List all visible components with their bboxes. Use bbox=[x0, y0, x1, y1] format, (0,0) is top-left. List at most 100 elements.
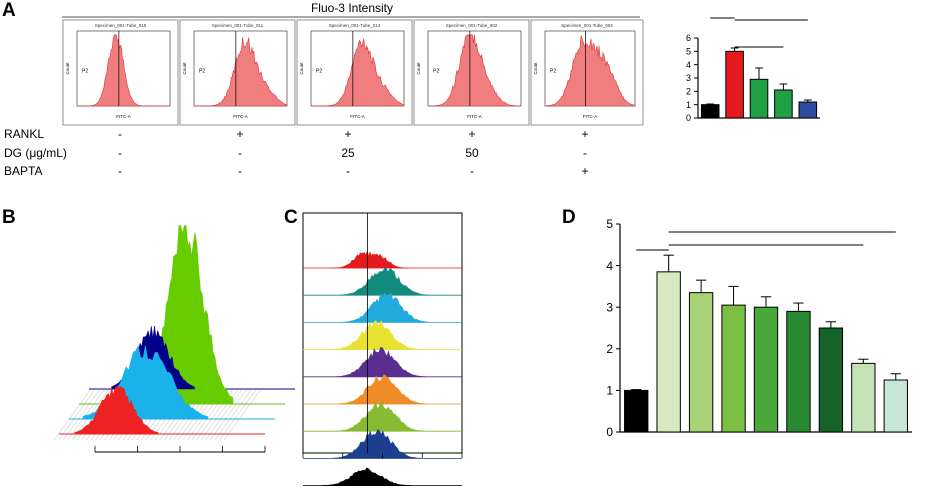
calcium-bar-chart: 0 1 2 3 4 5 6 bbox=[686, 17, 820, 123]
flow-plot: Specimen_001-Tube_014 P2 Count FITC-A bbox=[296, 19, 413, 126]
flow-y-axis-label: Count bbox=[299, 62, 304, 75]
floor-grid-line bbox=[210, 389, 247, 441]
bar bbox=[624, 389, 649, 433]
condition-value: - bbox=[238, 146, 242, 160]
bar bbox=[798, 101, 818, 119]
stack-histogram bbox=[331, 428, 422, 459]
condition-value: - bbox=[118, 127, 122, 141]
flow-histogram bbox=[544, 35, 636, 107]
y-tick-label: 4 bbox=[686, 60, 691, 70]
flow-histogram bbox=[428, 34, 521, 107]
floor-grid-line bbox=[58, 389, 95, 441]
condition-label: DG (μg/mL) bbox=[4, 146, 67, 160]
condition-value: - bbox=[118, 146, 122, 160]
flow-histogram bbox=[311, 38, 405, 107]
condition-value: + bbox=[581, 127, 588, 141]
y-tick-label: 2 bbox=[606, 342, 613, 356]
gate-label: P2 bbox=[82, 68, 88, 74]
bar bbox=[774, 89, 793, 119]
y-tick-label: 6 bbox=[686, 33, 691, 43]
y-tick-label: 5 bbox=[686, 46, 691, 56]
flow-plot-specimen: Specimen_001-Tube_002 bbox=[446, 23, 498, 28]
panel-label-d: D bbox=[562, 207, 576, 228]
y-tick-label: 2 bbox=[686, 86, 691, 96]
y-tick-label: 1 bbox=[686, 100, 691, 110]
stack-histogram bbox=[341, 292, 432, 323]
flow-plot-specimen: Specimen_001-Tube_004 bbox=[561, 23, 613, 28]
panel-a-conditions: RANKL - + + + + DG (μg/mL) - - 25 50 - BAPTA - - - - + bbox=[4, 127, 589, 178]
condition-value: - bbox=[583, 146, 587, 160]
condition-value: 25 bbox=[341, 146, 355, 160]
fluo3-title: Fluo-3 Intensity bbox=[311, 1, 393, 15]
dcf-histogram bbox=[74, 386, 159, 435]
stack-histogram bbox=[337, 374, 428, 405]
floor-grid-line bbox=[53, 389, 91, 441]
flow-plot: Specimen_001-Tube_010 P2 Count FITC-A bbox=[62, 19, 179, 126]
stack-histogram bbox=[321, 467, 412, 486]
floor-grid-line bbox=[205, 389, 243, 441]
y-tick-label: 4 bbox=[606, 259, 613, 273]
panel-label-c: C bbox=[284, 207, 298, 228]
condition-label: RANKL bbox=[4, 127, 44, 141]
floor-grid-line bbox=[223, 389, 261, 441]
flow-x-axis-label: FITC-A bbox=[467, 114, 482, 119]
floor-grid-line bbox=[62, 389, 100, 441]
condition-value: - bbox=[118, 164, 122, 178]
flow-plots: Specimen_001-Tube_010P2CountFITC-ASpecim… bbox=[62, 19, 644, 126]
condition-value: + bbox=[581, 164, 588, 178]
y-tick-label: 0 bbox=[606, 425, 613, 439]
flow-histogram bbox=[77, 34, 170, 107]
stack-histogram bbox=[339, 267, 430, 296]
floor-grid-line bbox=[219, 389, 256, 441]
bar bbox=[749, 78, 769, 119]
y-tick-label: 3 bbox=[606, 300, 613, 314]
y-tick-label: 3 bbox=[686, 73, 691, 83]
gate-label: P2 bbox=[550, 68, 556, 74]
stack-histogram bbox=[335, 401, 426, 432]
condition-value: - bbox=[346, 164, 350, 178]
bar bbox=[725, 50, 744, 119]
flow-y-axis-label: Count bbox=[533, 62, 538, 75]
flow-plot-frame bbox=[179, 19, 296, 126]
condition-value: + bbox=[236, 127, 243, 141]
flow-histogram bbox=[194, 37, 288, 107]
flow-y-axis-label: Count bbox=[65, 62, 70, 75]
flow-plot-specimen: Specimen_001-Tube_011 bbox=[212, 23, 264, 28]
stack-histogram bbox=[329, 250, 408, 269]
condition-value: 50 bbox=[465, 146, 479, 160]
condition-value: + bbox=[344, 127, 351, 141]
y-tick-label: 1 bbox=[606, 384, 613, 398]
gate-label: P2 bbox=[199, 68, 205, 74]
gate-label: P2 bbox=[433, 68, 439, 74]
flow-plot-specimen: Specimen_001-Tube_014 bbox=[329, 23, 381, 28]
bar bbox=[700, 104, 720, 119]
flow-plot-specimen: Specimen_001-Tube_010 bbox=[95, 23, 147, 28]
flow-y-axis-label: Count bbox=[416, 62, 421, 75]
bar bbox=[818, 327, 844, 433]
stack-histogram bbox=[331, 320, 422, 350]
flow-x-axis-label: FITC-A bbox=[233, 114, 248, 119]
bar bbox=[688, 292, 714, 433]
flow-y-axis-label: Count bbox=[182, 62, 187, 75]
dcf-stack-chart bbox=[302, 212, 463, 487]
condition-value: - bbox=[238, 164, 242, 178]
dcf-overlay-chart bbox=[53, 225, 295, 453]
panel-label-a: A bbox=[2, 0, 16, 21]
gate-label: P2 bbox=[316, 68, 322, 74]
flow-plot: Specimen_001-Tube_002 P2 Count FITC-A bbox=[413, 19, 530, 126]
bar bbox=[851, 362, 876, 433]
bar bbox=[753, 306, 779, 433]
y-tick-label: 5 bbox=[606, 217, 613, 231]
condition-label: BAPTA bbox=[4, 164, 42, 178]
condition-value: + bbox=[468, 127, 475, 141]
flow-x-axis-label: FITC-A bbox=[116, 114, 131, 119]
flow-plot: Specimen_001-Tube_004 P2 Count FITC-A bbox=[530, 19, 644, 126]
y-tick-label: 0 bbox=[686, 113, 691, 123]
stack-histogram bbox=[335, 347, 426, 377]
panel-label-b: B bbox=[2, 207, 16, 228]
bar bbox=[786, 310, 811, 433]
bar bbox=[883, 379, 908, 433]
floor-grid-line bbox=[214, 389, 252, 441]
condition-value: - bbox=[470, 164, 474, 178]
